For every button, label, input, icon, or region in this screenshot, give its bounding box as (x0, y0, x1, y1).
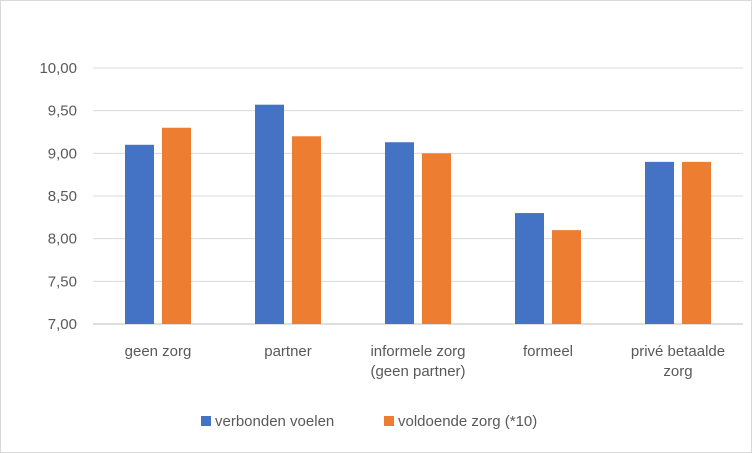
bar-voldoende-zorg (162, 127, 191, 324)
x-category-label: informele zorg (geen partner) (370, 343, 465, 380)
bar-verbonden-voelen (645, 161, 674, 324)
y-tick-label: 9,00 (48, 145, 77, 162)
legend-swatch (201, 416, 211, 426)
legend-label: verbonden voelen (215, 413, 334, 430)
y-tick-label: 10,00 (39, 60, 77, 77)
x-category-label: privé betaalde zorg (631, 343, 725, 380)
legend-label: voldoende zorg (*10) (398, 413, 537, 430)
gridlines (93, 67, 743, 325)
bar-verbonden-voelen (515, 213, 544, 324)
x-axis-category-labels: geen zorg partner informele zorg (geen part… (125, 343, 725, 380)
bar-voldoende-zorg (422, 153, 451, 324)
y-tick-label: 7,00 (48, 316, 77, 333)
bar-verbonden-voelen (255, 104, 284, 325)
legend: verbonden voelen voldoende zorg (*10) (201, 413, 537, 430)
y-tick-label: 9,50 (48, 103, 77, 120)
y-tick-label: 8,00 (48, 231, 77, 248)
bar-voldoende-zorg (552, 230, 581, 324)
x-category-label: partner (264, 343, 312, 360)
y-tick-label: 8,50 (48, 188, 77, 205)
bars (125, 104, 711, 325)
x-category-label: formeel (523, 343, 573, 360)
bar-voldoende-zorg (292, 136, 321, 324)
bar-verbonden-voelen (385, 142, 414, 324)
bar-verbonden-voelen (125, 144, 154, 324)
legend-swatch (384, 416, 394, 426)
bar-voldoende-zorg (682, 161, 711, 324)
x-category-label: geen zorg (125, 343, 192, 360)
y-tick-label: 7,50 (48, 273, 77, 290)
y-axis-tick-labels: 7,00 7,50 8,00 8,50 9,00 9,50 10,00 (39, 60, 77, 333)
